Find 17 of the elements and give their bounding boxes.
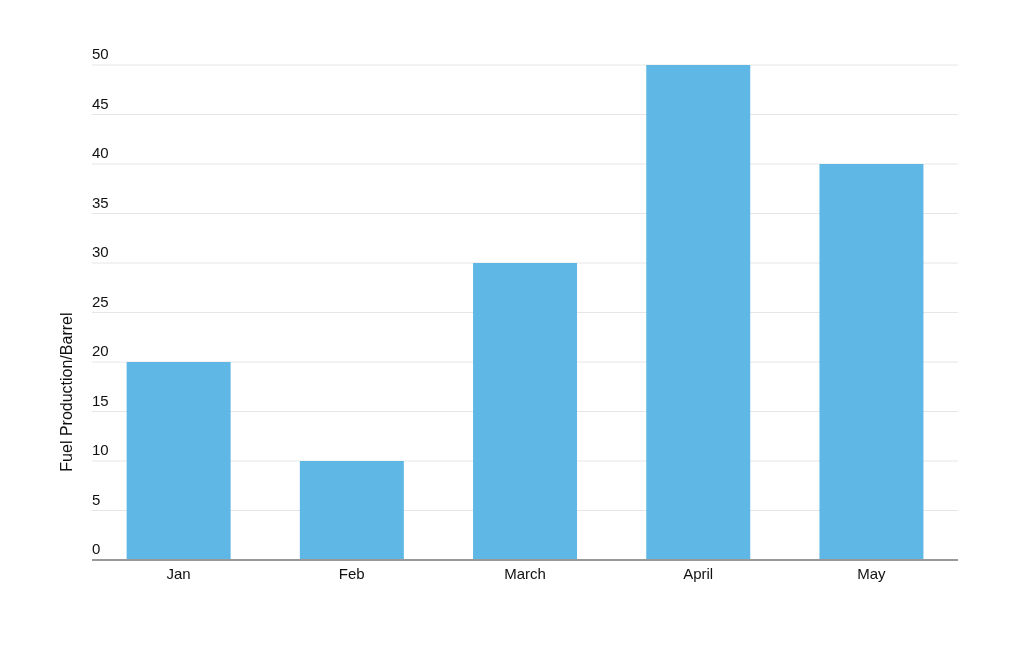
x-tick-label: Feb [338, 564, 365, 582]
y-tick-label: 30 [92, 243, 109, 260]
x-tick-label: April [683, 564, 714, 582]
x-tick-label: March [504, 564, 546, 582]
y-tick-label: 0 [92, 540, 101, 557]
y-tick-label: 50 [92, 45, 109, 62]
y-tick-label: 45 [92, 94, 109, 112]
y-tick-label: 10 [92, 441, 109, 458]
y-tick-label: 25 [92, 292, 109, 310]
y-tick-label: 20 [92, 342, 109, 359]
y-tick-label: 40 [92, 144, 109, 161]
x-tick-label: Jan [166, 564, 191, 582]
y-tick-label: 15 [92, 391, 109, 409]
y-tick-label: 5 [92, 490, 101, 508]
y-tick-label: 35 [92, 193, 109, 211]
y-axis-title: Fuel Production/Barrel [57, 312, 75, 472]
x-tick-label: May [857, 564, 887, 582]
